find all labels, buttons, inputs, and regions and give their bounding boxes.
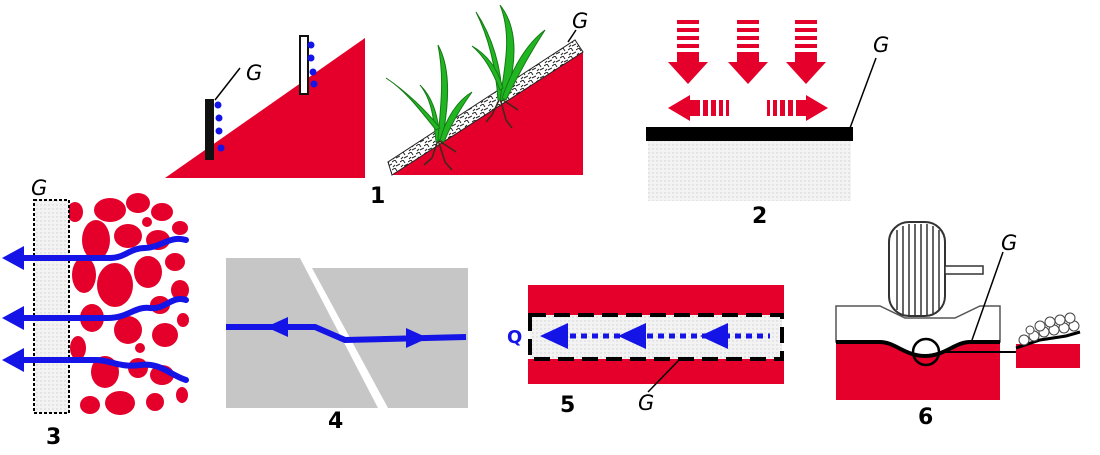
g-label-slope-strip: G (246, 61, 262, 85)
load-arrow-down-1 (668, 20, 708, 84)
panel-number-5: 5 (560, 393, 575, 418)
water-arrow-heads (2, 246, 24, 372)
panel-4-flow: 4 (226, 258, 468, 434)
panel-number-1: 1 (370, 184, 385, 209)
g-leader-line (215, 68, 240, 100)
panel-number-2: 2 (752, 204, 767, 229)
panel-number-3: 3 (46, 425, 61, 450)
panel-1-slope-protection: G G 1 (165, 5, 588, 209)
tension-arrow-left (668, 95, 729, 121)
subgrade-fill (648, 141, 851, 201)
panel-3-filtration: G 3 (2, 176, 189, 450)
g-label-panel-6: G (1001, 231, 1017, 255)
geotextile-layer (646, 127, 853, 141)
soil-bottom (528, 359, 784, 384)
geotextile-filter (34, 200, 69, 413)
q-flow-label: Q (507, 327, 522, 348)
load-arrow-down-3 (786, 20, 826, 84)
panel-number-4: 4 (328, 409, 343, 434)
g-label-panel-2: G (873, 33, 889, 57)
soil-top (528, 285, 784, 315)
slope-soil-left (165, 38, 365, 178)
g-label-panel-5: G (638, 391, 654, 415)
tire-icon (889, 222, 983, 316)
panel-6-road: G 6 (836, 222, 1080, 430)
tension-arrow-right (767, 95, 828, 121)
panel-number-6: 6 (918, 405, 933, 430)
detail-inset (1016, 313, 1080, 368)
panel-5-drainage: Q G 5 (507, 285, 784, 418)
g-label-slope-mat: G (572, 9, 588, 33)
g-leader-line-3 (850, 58, 876, 128)
panel-2-reinforcement: G 2 (646, 20, 889, 229)
geotextile-strip-upper (300, 36, 308, 94)
g-label-panel-3: G (31, 176, 47, 200)
load-arrow-down-2 (728, 20, 768, 84)
geotextile-strip-lower (205, 99, 214, 160)
